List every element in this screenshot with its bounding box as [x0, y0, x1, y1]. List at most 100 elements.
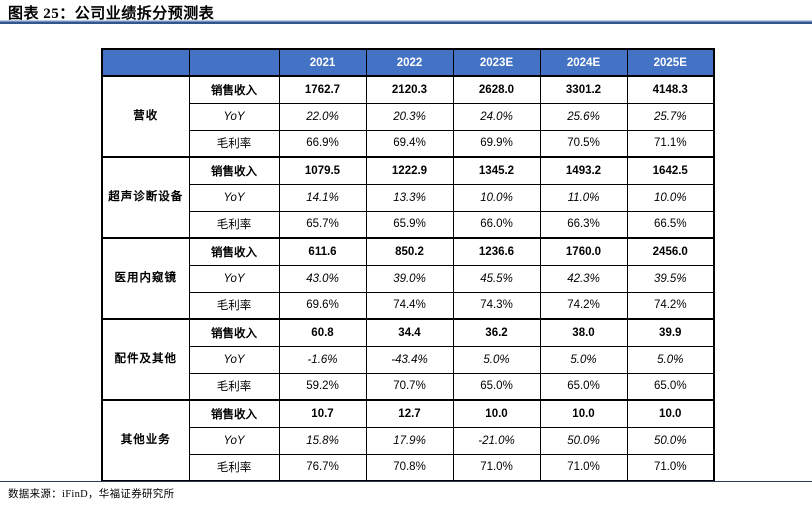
value-cell: 1222.9 [365, 156, 454, 185]
table-head-row: 2021 2022 2023E 2024E 2025E [101, 48, 715, 77]
metric-label: 销售收入 [188, 75, 280, 104]
value-cell: 1642.5 [626, 156, 715, 185]
value-cell: 66.0% [452, 210, 541, 239]
value-cell: 71.0% [452, 453, 541, 482]
value-cell: 25.7% [626, 102, 715, 131]
value-cell: 39.5% [626, 264, 715, 293]
value-cell: 69.4% [365, 129, 454, 158]
value-cell: 24.0% [452, 102, 541, 131]
value-cell: 39.0% [365, 264, 454, 293]
value-cell: 39.9 [626, 318, 715, 347]
col-header-cell: 2022 [365, 48, 454, 77]
value-cell: 2628.0 [452, 75, 541, 104]
value-cell: 3301.2 [539, 75, 628, 104]
value-cell: 71.1% [626, 129, 715, 158]
table-row: YoY 14.1% 13.3% 10.0% 11.0% 10.0% [102, 183, 715, 212]
value-cell: 60.8 [278, 318, 367, 347]
value-cell: 1345.2 [452, 156, 541, 185]
col-header-cell [101, 48, 190, 77]
value-cell: 20.3% [365, 102, 454, 131]
value-cell: 71.0% [626, 453, 715, 482]
table-row: 营收 销售收入 1762.7 2120.3 2628.0 3301.2 4148.3 [101, 75, 715, 158]
data-source-note: 数据来源：iFinD，华福证券研究所 [8, 489, 175, 500]
col-header-cell: 2025E [626, 48, 715, 77]
table-row: 其他业务 销售收入 10.7 12.7 10.0 10.0 10.0 [101, 399, 715, 482]
col-header-cell: 2024E [539, 48, 628, 77]
table-row: 毛利率 69.6% 74.4% 74.3% 74.2% 74.2% [102, 291, 715, 320]
value-cell: 76.7% [278, 453, 367, 482]
value-cell: 43.0% [278, 264, 367, 293]
value-cell: 4148.3 [626, 75, 715, 104]
value-cell: 12.7 [365, 399, 454, 428]
value-cell: 10.0% [452, 183, 541, 212]
value-cell: 5.0% [452, 345, 541, 374]
category-cell: 配件及其他 [101, 318, 190, 401]
table-row: 毛利率 66.9% 69.4% 69.9% 70.5% 71.1% [102, 129, 715, 158]
table-row: 超声诊断设备 销售收入 1079.5 1222.9 1345.2 1493.2 1642.5 [101, 156, 715, 239]
metric-label: YoY [188, 102, 280, 131]
value-cell: 74.2% [626, 291, 715, 320]
value-cell: 70.7% [365, 372, 454, 401]
value-cell: -43.4% [365, 345, 454, 374]
table-row: 毛利率 59.2% 70.7% 65.0% 65.0% 65.0% [102, 372, 715, 401]
value-cell: 5.0% [539, 345, 628, 374]
table-row: YoY 43.0% 39.0% 45.5% 42.3% 39.5% [102, 264, 715, 293]
table-row: YoY 15.8% 17.9% -21.0% 50.0% 50.0% [102, 426, 715, 455]
value-cell: 50.0% [539, 426, 628, 455]
figure-title: 图表 25：公司业绩拆分预测表 [8, 6, 215, 22]
value-cell: 71.0% [539, 453, 628, 482]
col-header-cell: 2021 [278, 48, 367, 77]
value-cell: 66.3% [539, 210, 628, 239]
metric-label: 销售收入 [188, 399, 280, 428]
table-row: YoY -1.6% -43.4% 5.0% 5.0% 5.0% [102, 345, 715, 374]
table-row: 毛利率 65.7% 65.9% 66.0% 66.3% 66.5% [102, 210, 715, 239]
value-cell: 65.9% [365, 210, 454, 239]
metric-label: 销售收入 [188, 318, 280, 347]
metric-label: 销售收入 [188, 156, 280, 185]
value-cell: 74.3% [452, 291, 541, 320]
value-cell: 70.5% [539, 129, 628, 158]
value-cell: 42.3% [539, 264, 628, 293]
value-cell: 22.0% [278, 102, 367, 131]
value-cell: 13.3% [365, 183, 454, 212]
value-cell: 36.2 [452, 318, 541, 347]
title-rule [0, 20, 812, 24]
metric-label: 毛利率 [188, 210, 280, 239]
value-cell: 17.9% [365, 426, 454, 455]
value-cell: 850.2 [365, 237, 454, 266]
footer-rule [0, 481, 812, 482]
value-cell: 2456.0 [626, 237, 715, 266]
value-cell: 611.6 [278, 237, 367, 266]
value-cell: 34.4 [365, 318, 454, 347]
metric-label: 毛利率 [188, 291, 280, 320]
category-cell: 医用内窥镜 [101, 237, 190, 320]
value-cell: 69.9% [452, 129, 541, 158]
category-cell: 超声诊断设备 [101, 156, 190, 239]
col-header-cell: 2023E [452, 48, 541, 77]
value-cell: 65.0% [626, 372, 715, 401]
value-cell: -21.0% [452, 426, 541, 455]
table-row: 毛利率 76.7% 70.8% 71.0% 71.0% 71.0% [102, 453, 715, 482]
value-cell: 74.4% [365, 291, 454, 320]
table-row: 配件及其他 销售收入 60.8 34.4 36.2 38.0 39.9 [101, 318, 715, 401]
value-cell: 10.7 [278, 399, 367, 428]
value-cell: -1.6% [278, 345, 367, 374]
category-cell: 营收 [101, 75, 190, 158]
metric-label: YoY [188, 183, 280, 212]
value-cell: 14.1% [278, 183, 367, 212]
value-cell: 65.7% [278, 210, 367, 239]
category-cell: 其他业务 [101, 399, 190, 482]
metric-label: 毛利率 [188, 129, 280, 158]
table-row: 医用内窥镜 销售收入 611.6 850.2 1236.6 1760.0 2456.0 [101, 237, 715, 320]
value-cell: 1079.5 [278, 156, 367, 185]
value-cell: 74.2% [539, 291, 628, 320]
metric-label: 毛利率 [188, 453, 280, 482]
value-cell: 50.0% [626, 426, 715, 455]
value-cell: 66.9% [278, 129, 367, 158]
value-cell: 38.0 [539, 318, 628, 347]
value-cell: 65.0% [452, 372, 541, 401]
performance-table: 2021 2022 2023E 2024E 2025E 营收 销售收入 1762.7… [101, 48, 715, 482]
metric-label: YoY [188, 345, 280, 374]
value-cell: 1760.0 [539, 237, 628, 266]
